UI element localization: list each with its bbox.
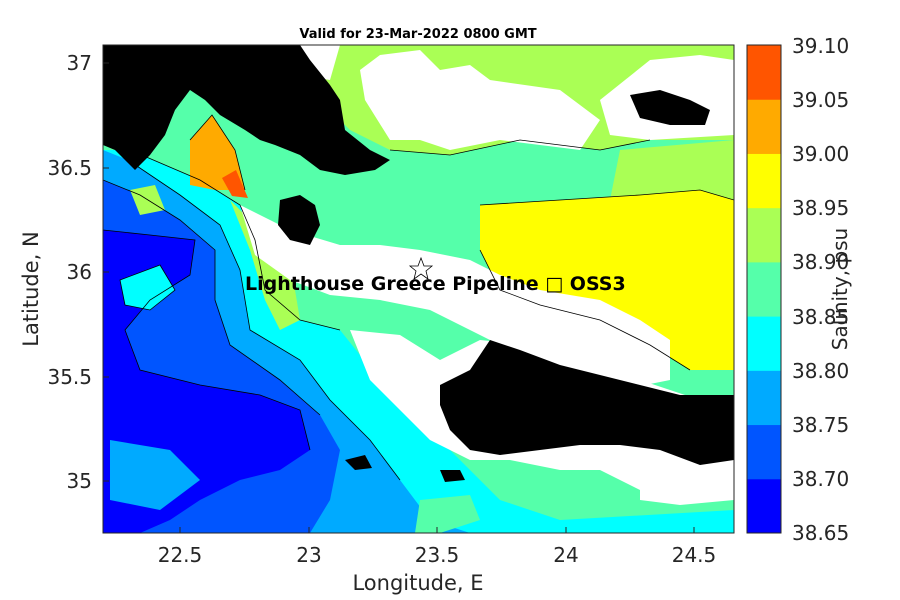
land-crete: [440, 340, 734, 465]
salinity-patch-38-85-sw: [415, 495, 480, 533]
salinity-patch-38-80-west: [120, 265, 175, 310]
contour-line: [129, 149, 341, 331]
land-peloponnese: [103, 45, 390, 175]
colorbar-tick-label: 39.05: [792, 88, 849, 112]
colorbar-swatch: [747, 207, 781, 263]
station-star-marker: [408, 256, 434, 280]
y-axis: 35 35.5 36 36.5 37 Latitude, N: [19, 51, 109, 493]
x-tick-label: 22.5: [158, 543, 203, 567]
salinity-patch-38-75-sw: [110, 440, 200, 510]
colorbar-tick-label: 38.75: [792, 413, 849, 437]
x-tick-label: 24: [553, 543, 578, 567]
no-data-region-north-center: [360, 50, 600, 150]
contour-line: [479, 249, 691, 371]
contour-line: [119, 264, 176, 311]
salinity-band-39-00: [480, 190, 734, 370]
y-tick-label: 36.5: [47, 156, 92, 180]
plot-frame: [102, 44, 735, 534]
station-annotation: Lighthouse Greece Pipeline □ OSS3: [245, 273, 626, 295]
land-gavdos: [440, 470, 465, 482]
colorbar-label: Salinity, psu: [828, 228, 852, 350]
colorbar-swatch: [747, 424, 781, 480]
contour-line: [103, 229, 311, 451]
colorbar-tick-label: 38.85: [792, 305, 849, 329]
contour-line: [389, 139, 651, 156]
land-antikythera: [345, 455, 372, 470]
x-tick-label: 23: [296, 543, 321, 567]
salinity-band-39-05: [190, 115, 245, 190]
salinity-band-39-10: [222, 170, 248, 198]
colorbar-tick-label: 39.00: [792, 142, 849, 166]
colorbar-swatch: [747, 99, 781, 154]
colorbar-swatch: [747, 370, 781, 426]
contour-line: [189, 114, 246, 191]
colorbar-tick-label: 38.70: [792, 467, 849, 491]
no-data-region-se: [640, 470, 734, 505]
colorbar-swatch: [747, 45, 781, 100]
colorbar-swatches: [747, 45, 781, 534]
x-axis-label: Longitude, E: [352, 571, 483, 595]
colorbar-tick-label: 38.80: [792, 359, 849, 383]
colorbar-tick-label: 38.90: [792, 250, 849, 274]
y-tick-label: 37: [67, 51, 92, 75]
contour-line: [479, 189, 734, 206]
x-tick-label: 23.5: [415, 543, 460, 567]
y-tick-label: 35: [67, 469, 92, 493]
land-kythira-island: [278, 195, 320, 245]
plot-area: Lighthouse Greece Pipeline □ OSS3: [103, 45, 734, 533]
colorbar-tick-label: 38.65: [792, 521, 849, 545]
x-tick-label: 24.5: [672, 543, 717, 567]
salinity-band-38-95-west: [230, 200, 300, 330]
colorbar-swatch: [747, 261, 781, 317]
contour-line: [103, 179, 321, 416]
colorbar-frame: [746, 44, 782, 534]
colorbar-swatch: [747, 153, 781, 209]
chart-title: Valid for 23-Mar-2022 0800 GMT: [299, 27, 536, 42]
x-axis: 22.5 23 23.5 24 24.5 Longitude, E: [158, 527, 717, 595]
colorbar-swatch: [747, 316, 781, 371]
colorbar-tick-label: 39.10: [792, 34, 849, 58]
no-data-region-channel: [240, 205, 670, 390]
y-axis-label: Latitude, N: [19, 231, 43, 347]
colorbar-tick-label: 38.95: [792, 196, 849, 220]
colorbar: 38.65 38.70 38.75 38.80 38.85 38.90 38.9…: [746, 34, 852, 545]
contour-line: [127, 159, 401, 481]
y-tick-label: 35.5: [47, 365, 92, 389]
colorbar-swatch: [747, 478, 781, 534]
y-tick-label: 36: [67, 260, 92, 284]
contour-lines: [103, 114, 734, 481]
land-milos-island: [630, 90, 710, 125]
